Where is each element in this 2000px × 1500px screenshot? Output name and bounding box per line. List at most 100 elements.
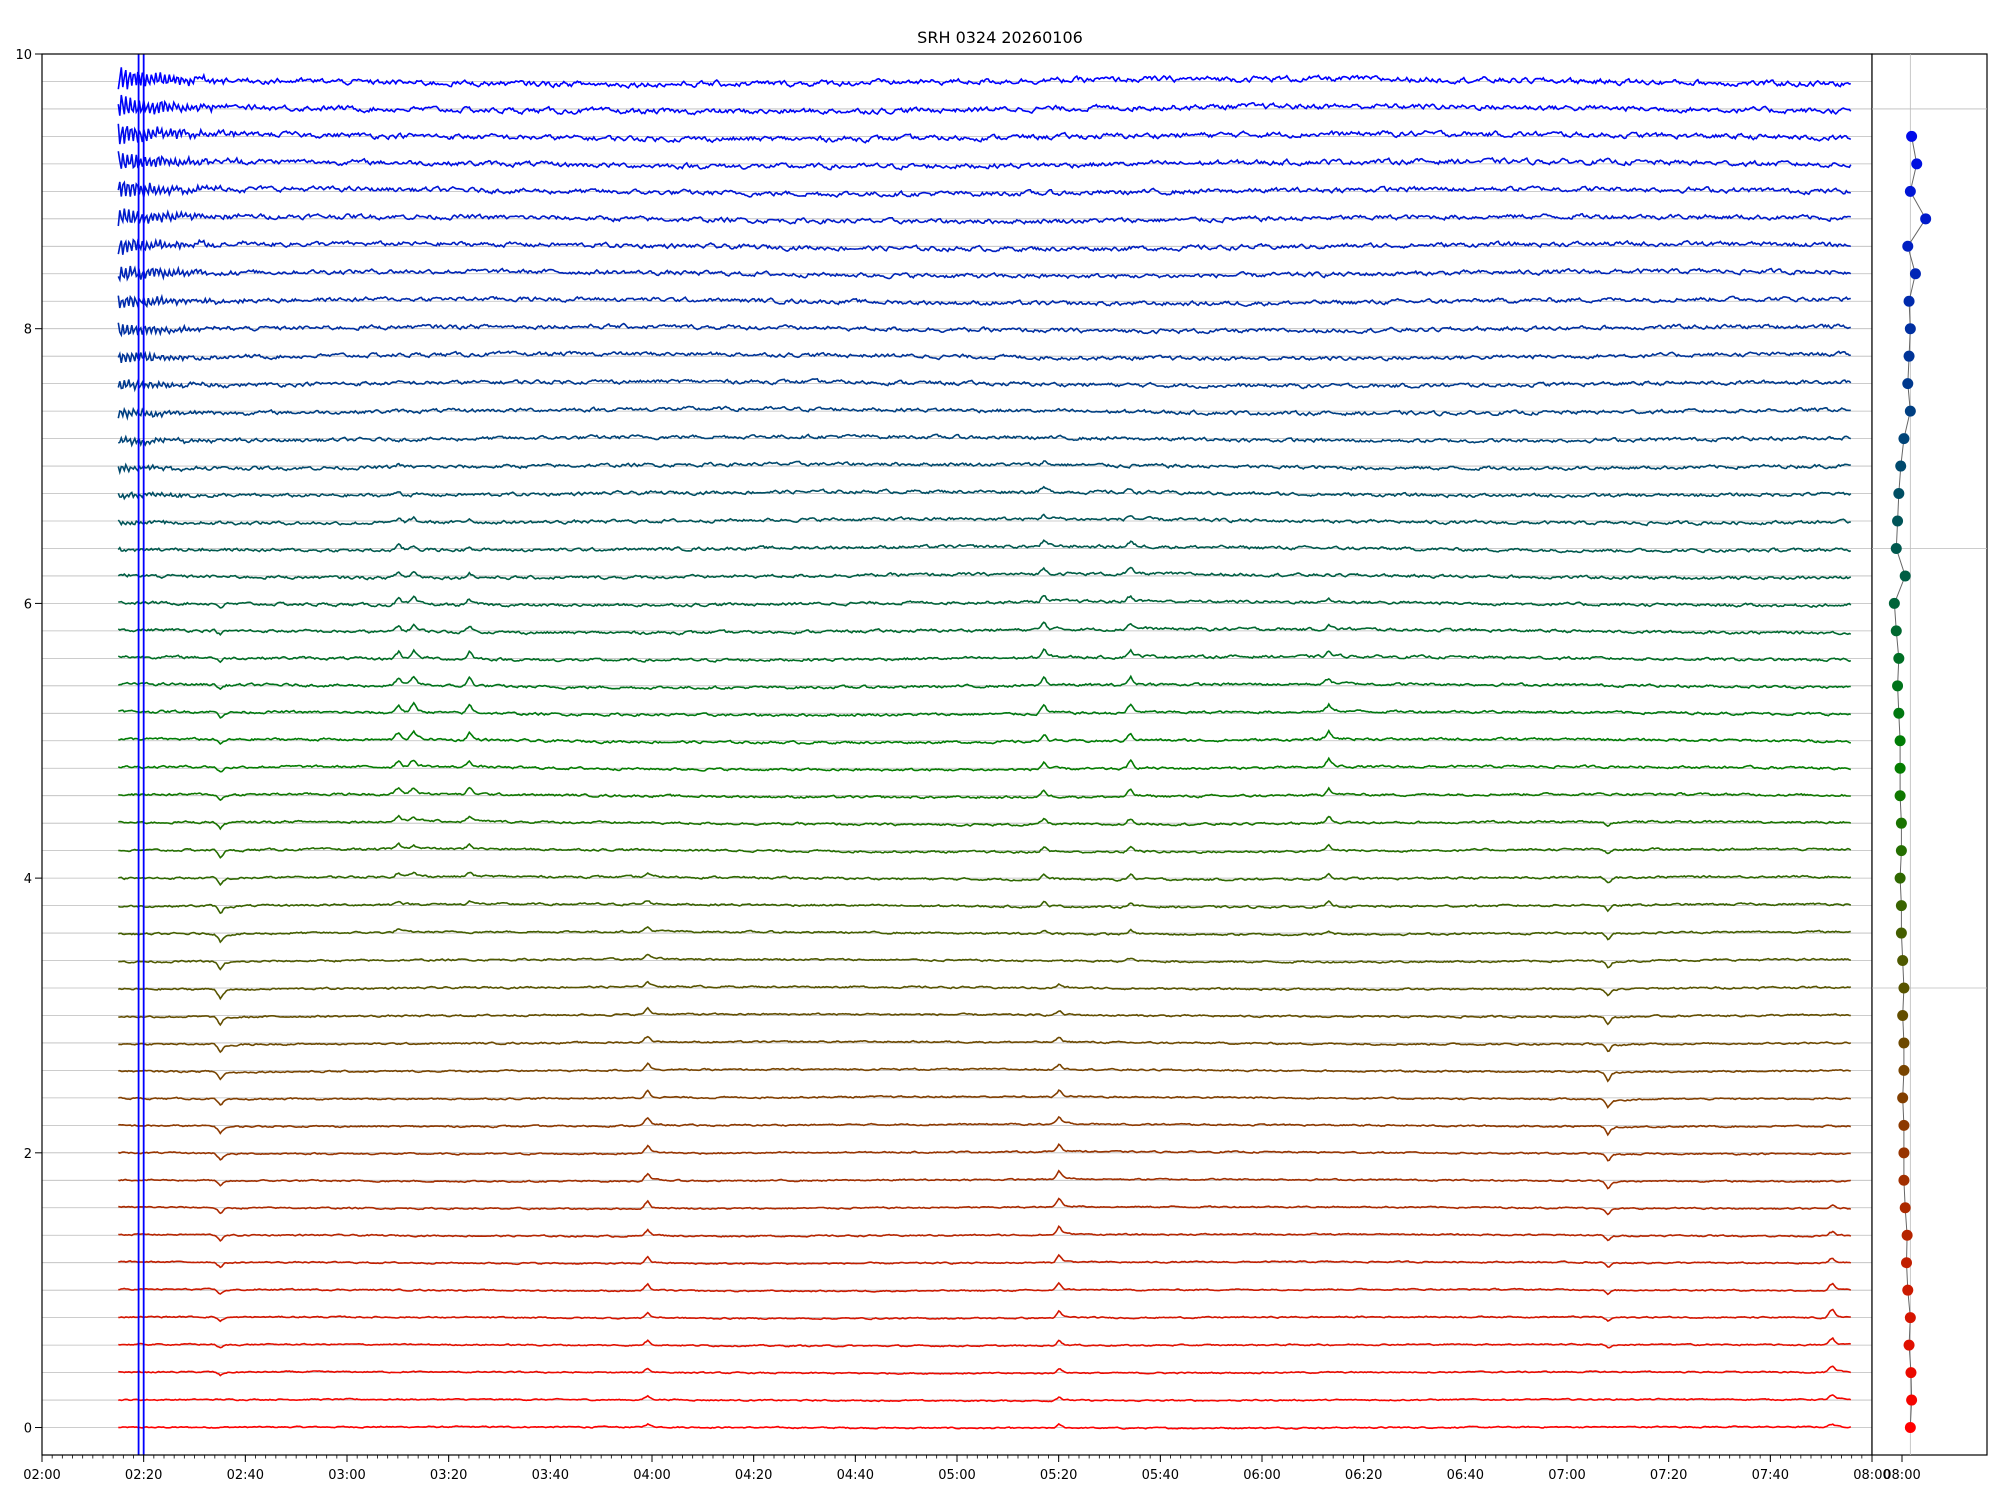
side-point [1904,1422,1916,1434]
x-tick-label: 04:40 [837,1468,874,1483]
trace-line [118,728,1852,745]
side-point [1903,350,1915,362]
side-x-axis: 08:00 [1883,1455,1921,1483]
x-tick-label: 02:00 [23,1468,60,1483]
y-tick-label: 6 [24,597,32,612]
side-point [1904,323,1916,335]
trace-line [117,180,1851,199]
side-point [1899,1202,1911,1214]
side-point [1909,268,1921,280]
trace-line [117,926,1851,944]
side-point [1904,1312,1916,1324]
side-point [1892,680,1904,692]
x-tick-label: 07:20 [1650,1468,1687,1483]
trace-line [117,94,1852,116]
side-point [1898,982,1910,994]
side-point [1898,1119,1910,1131]
side-point-group [1888,130,1932,1434]
trace-line [118,842,1852,859]
side-point [1894,790,1906,802]
trace-line [118,1365,1852,1377]
trace-line [117,756,1852,773]
side-point [1893,707,1905,719]
x-tick-label: 07:40 [1752,1468,1789,1483]
chart-title: SRH 0324 20260106 [917,28,1083,47]
trace-line [117,513,1851,527]
x-tick-label: 06:00 [1243,1468,1280,1483]
trace-line [118,1197,1852,1216]
trace-line [117,293,1851,309]
x-tick-label: 06:40 [1447,1468,1484,1483]
side-point [1906,1394,1918,1406]
side-point [1901,1229,1913,1241]
side-point [1898,433,1910,445]
side-point [1898,1064,1910,1076]
side-point [1901,1257,1912,1269]
side-point [1895,460,1907,472]
side-point [1904,405,1916,417]
trace-line [118,1035,1852,1054]
trace-line [117,208,1851,227]
y-axis: 0 2 4 6 8 10 [15,48,42,1437]
side-point [1903,1339,1915,1351]
trace-line [118,871,1852,887]
trace-line [118,1422,1852,1430]
trace-line [117,539,1852,554]
trace-line [117,67,1852,90]
trace-line [118,786,1851,802]
x-tick-label: 07:00 [1548,1468,1585,1483]
trace-line [118,899,1852,915]
main-plot-panel: 02:00 02:20 02:40 03:00 03:20 03:40 04:00 04:20… [15,48,1890,1483]
side-point [1895,927,1907,939]
trace-line [118,701,1852,719]
trace-line [118,1224,1852,1243]
side-point [1903,295,1915,307]
side-point [1905,1367,1917,1379]
side-point [1893,652,1905,664]
trace-line [118,814,1852,831]
trace-line [117,265,1852,283]
x-tick-label: 06:20 [1345,1468,1382,1483]
trace-line [118,1115,1852,1137]
x-tick-label: 02:20 [125,1468,162,1483]
side-point [1902,1284,1914,1296]
side-point [1911,158,1923,170]
x-tick-label: 05:20 [1040,1468,1077,1483]
side-point [1897,1092,1909,1104]
x-axis: 02:00 02:20 02:40 03:00 03:20 03:40 04:00 04:20… [23,1455,1891,1483]
y-tick-label: 2 [24,1147,32,1162]
trace-line [117,433,1852,448]
trace-line [118,1336,1851,1349]
side-point [1893,488,1905,500]
trace-line [117,405,1851,421]
trace-line [117,674,1851,691]
side-point [1894,735,1906,747]
side-point [1902,240,1914,252]
trace-group [117,67,1852,1430]
trace-line [118,1006,1851,1027]
side-point [1899,570,1911,582]
side-point [1895,845,1907,857]
x-tick-label: 03:00 [328,1468,365,1483]
trace-line [118,1089,1852,1109]
y-tick-label: 8 [24,323,32,338]
x-tick-label: 03:20 [430,1468,467,1483]
trace-line [117,621,1852,637]
trace-line [117,151,1852,171]
side-point [1904,185,1916,197]
side-point [1898,1147,1910,1159]
x-tick-label: 05:40 [1142,1468,1179,1483]
trace-line [117,123,1852,145]
side-point [1890,625,1902,637]
y-tick-label: 4 [24,872,32,887]
side-point [1906,130,1918,142]
x-tick-label: 05:00 [938,1468,975,1483]
side-point [1898,1037,1910,1049]
side-x-tick-label: 08:00 [1883,1468,1920,1483]
trace-line [117,648,1852,664]
trace-line [118,1062,1851,1083]
trace-line [117,1143,1851,1162]
side-point [1895,900,1907,912]
trace-line [117,980,1852,1001]
